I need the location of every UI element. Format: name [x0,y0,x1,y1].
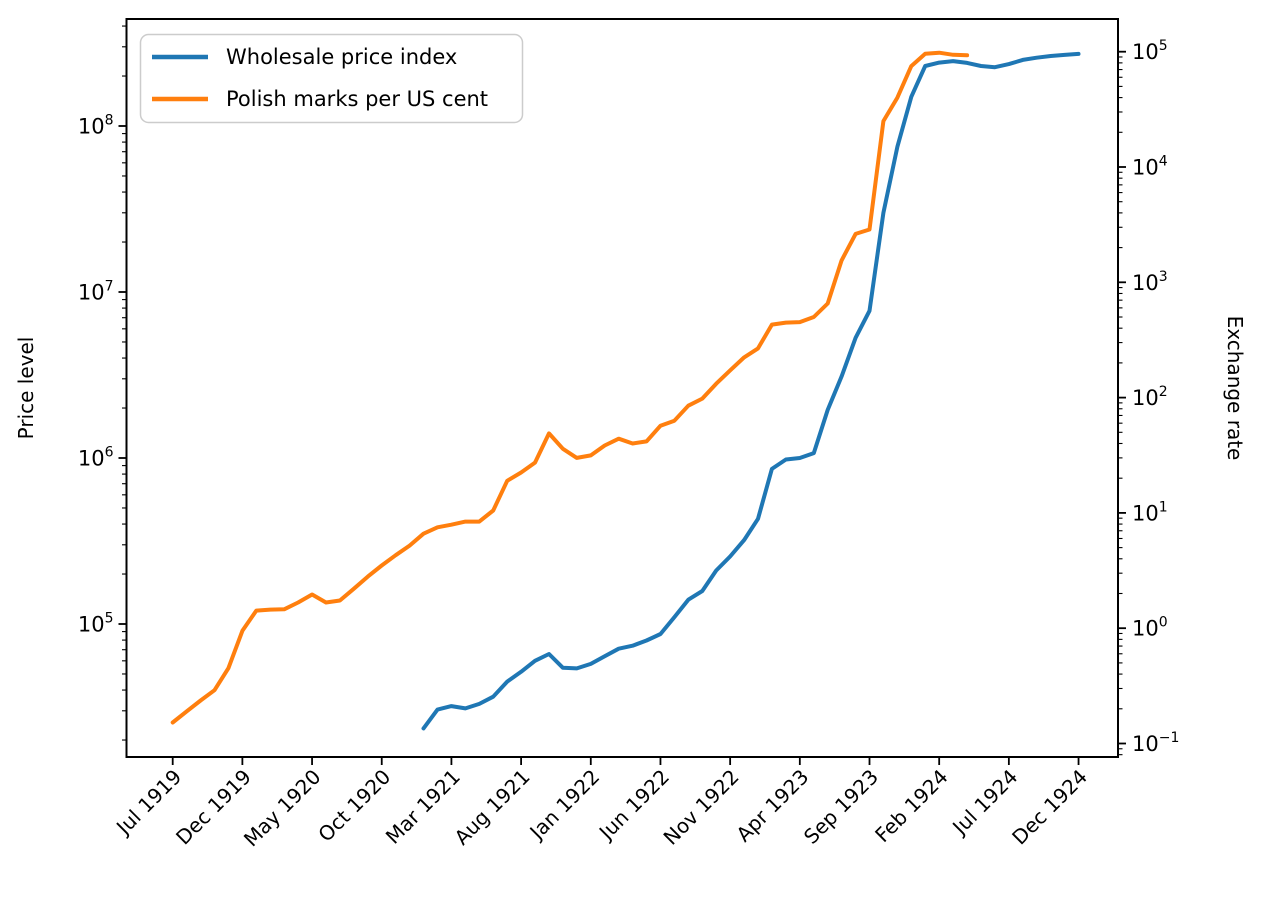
y-left-tick-label: 107 [78,279,114,305]
x-tick-label: Jan 1922 [524,765,605,846]
x-tick-label: Sep 1923 [799,765,883,849]
x-tick-label: Aug 1921 [450,765,535,850]
y-right-tick-label: 100 [1132,615,1168,641]
series-line-polish-marks-per-us-cent [170,50,970,725]
x-tick-label: Feb 1924 [870,765,952,847]
y-right-tick-label: 10−1 [1132,730,1179,756]
legend-label-wholesale-price-index: Wholesale price index [226,45,457,69]
legend-label-polish-marks-per-us-cent: Polish marks per US cent [226,87,488,111]
y-left-tick-label: 105 [78,611,114,637]
y-right-tick-label: 103 [1132,269,1168,295]
x-tick-label: Nov 1922 [659,765,744,850]
plot-frame [125,18,1119,758]
y-left-tick-label: 106 [78,445,114,471]
left-axis-title: Price level [14,337,38,440]
legend: Wholesale price index Polish marks per U… [139,33,524,124]
legend-box [139,33,524,124]
y-right-tick-label: 101 [1132,499,1168,525]
data-series [170,50,1081,731]
y-right-tick-label: 102 [1132,384,1168,410]
series-line-wholesale-price-index [421,51,1081,731]
right-axis-title: Exchange rate [1223,316,1247,461]
y-right-tick-label: 104 [1132,154,1168,180]
y-left-tick-label: 108 [78,113,114,139]
y-right-tick-label: 105 [1132,38,1168,64]
x-tick-label: Dec 1924 [1007,765,1092,850]
